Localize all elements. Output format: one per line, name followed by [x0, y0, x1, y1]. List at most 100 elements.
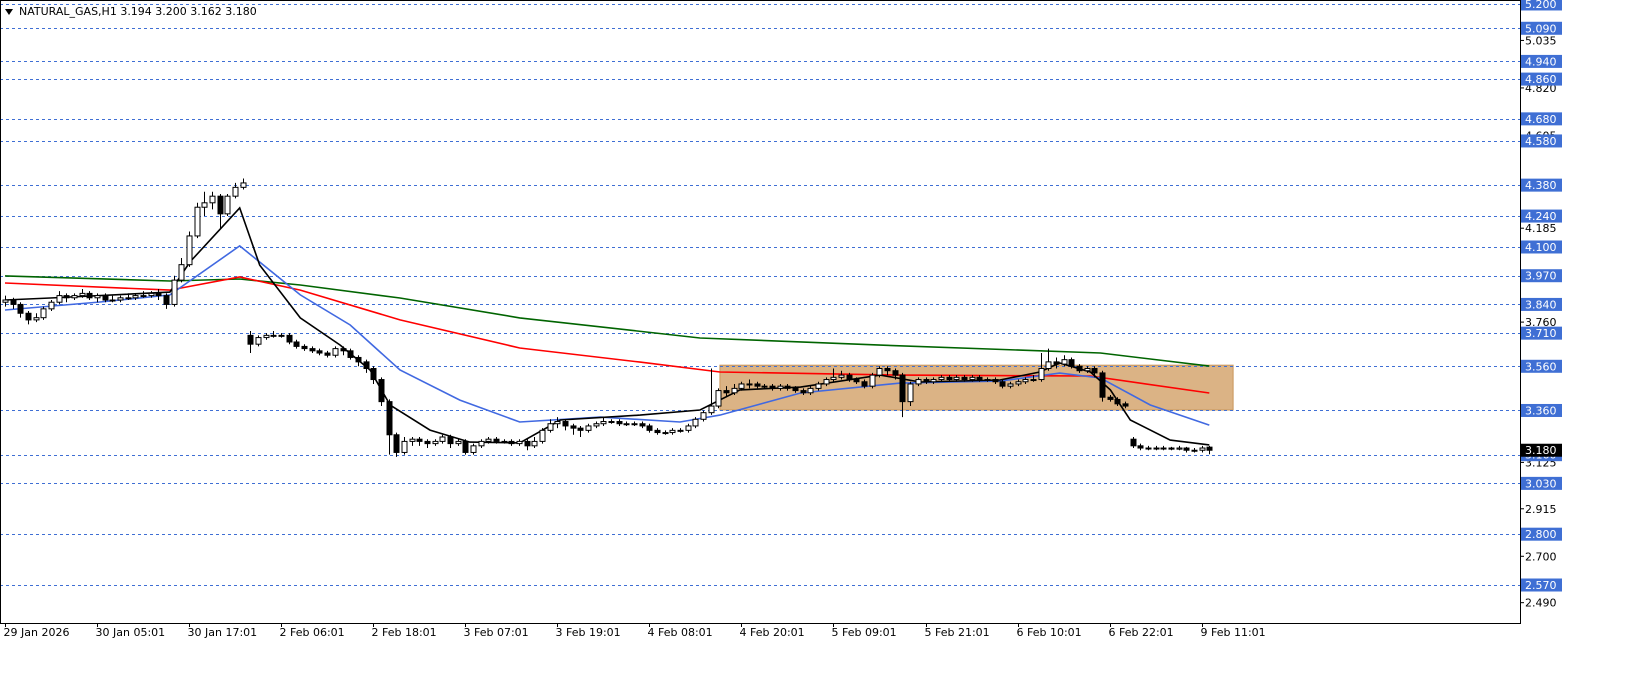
level-label-box	[1521, 0, 1562, 11]
candle-body	[117, 297, 124, 301]
candle-body	[332, 348, 339, 356]
last-price-label: 3.180	[1525, 444, 1557, 457]
candle-body	[462, 440, 469, 453]
candle-body	[815, 383, 822, 389]
candle-body	[562, 421, 569, 427]
x-tick-label: 6 Feb 10:01	[1017, 626, 1082, 639]
candle-body	[999, 381, 1006, 387]
candle-body	[838, 374, 845, 378]
y-tick-label: 5.035	[1525, 34, 1557, 47]
candle-body	[209, 195, 216, 204]
x-tick-label: 5 Feb 09:01	[832, 626, 897, 639]
level-label: 3.560	[1525, 360, 1557, 373]
candle-body	[10, 299, 17, 305]
candle-body	[792, 387, 799, 392]
level-label-box	[1521, 134, 1562, 148]
y-tick-label: 2.915	[1525, 503, 1557, 516]
candle-body	[102, 295, 109, 301]
candle-body	[700, 412, 707, 420]
candle-body	[807, 387, 814, 394]
level-label: 3.710	[1525, 327, 1557, 340]
candle-body	[685, 425, 692, 431]
candle-body	[301, 345, 308, 350]
candle-body	[1053, 361, 1060, 365]
candle-body	[171, 279, 178, 305]
level-label: 5.090	[1525, 22, 1557, 35]
candle-body	[516, 440, 523, 445]
level-label: 3.970	[1525, 270, 1557, 283]
candle-body	[178, 264, 185, 281]
level-label: 4.380	[1525, 179, 1557, 192]
moving-average	[4, 206, 1210, 446]
candle-body	[1160, 447, 1167, 450]
candle-body	[554, 421, 561, 425]
candle-body	[1114, 398, 1121, 405]
level-label: 3.360	[1525, 404, 1557, 417]
candle-body	[309, 348, 316, 352]
candle-body	[823, 379, 830, 385]
candle-body	[953, 376, 960, 381]
candle-body	[600, 421, 607, 425]
candle-body	[163, 295, 170, 305]
candle-body	[662, 432, 669, 435]
level-label-box	[1521, 112, 1562, 126]
candle-body	[40, 308, 47, 319]
level-label-box	[1521, 359, 1562, 373]
candle-body	[961, 376, 968, 381]
candle-body	[946, 376, 953, 381]
candle-body	[478, 440, 485, 447]
candle-body	[416, 438, 423, 442]
candle-body	[293, 341, 300, 347]
level-label: 4.860	[1525, 73, 1557, 86]
candle-body	[593, 423, 600, 427]
candle-body	[915, 379, 922, 385]
candle-body	[692, 418, 699, 427]
candle-body	[869, 374, 876, 387]
candle-body	[432, 440, 439, 445]
menu-triangle[interactable]	[5, 9, 13, 15]
candle-body	[316, 350, 323, 354]
level-label: 4.240	[1525, 210, 1557, 223]
candle-body	[232, 186, 239, 197]
candle-body	[148, 292, 155, 297]
candle-body	[501, 440, 508, 443]
candle-body	[340, 348, 347, 352]
candle-body	[907, 383, 914, 403]
candle-body	[1199, 447, 1206, 451]
candle-body	[1191, 449, 1198, 452]
x-tick-label: 30 Jan 17:01	[188, 626, 258, 639]
candle-body	[616, 421, 623, 425]
candle-body	[930, 379, 937, 383]
candle-body	[378, 379, 385, 403]
level-label-box	[1521, 209, 1562, 223]
level-label-box	[1521, 403, 1562, 417]
candle-body	[639, 423, 646, 427]
x-tick-label: 3 Feb 07:01	[464, 626, 529, 639]
candle-body	[577, 427, 584, 431]
level-label-box	[1521, 269, 1562, 283]
plot-area	[0, 4, 1520, 586]
candle-body	[846, 374, 853, 381]
y-tick-label: 2.490	[1525, 597, 1557, 610]
candle-body	[1122, 403, 1129, 407]
candle-body	[201, 202, 208, 208]
candle-body	[723, 390, 730, 394]
candle-body	[830, 376, 837, 381]
candle-body	[777, 385, 784, 389]
chart-title: NATURAL_GAS,H1 3.194 3.200 3.162 3.180	[19, 5, 257, 18]
candle-body	[485, 438, 492, 442]
x-tick-label: 3 Feb 19:01	[556, 626, 621, 639]
candle-body	[63, 295, 70, 299]
candle-body	[646, 425, 653, 431]
candle-body	[731, 387, 738, 394]
candle-body	[861, 381, 868, 387]
candle-body	[393, 434, 400, 453]
candle-body	[125, 297, 132, 300]
candle-body	[94, 295, 101, 299]
candle-body	[1107, 396, 1114, 400]
y-tick-label: 4.185	[1525, 222, 1557, 235]
candle-body	[278, 334, 285, 337]
candle-body	[608, 421, 615, 424]
